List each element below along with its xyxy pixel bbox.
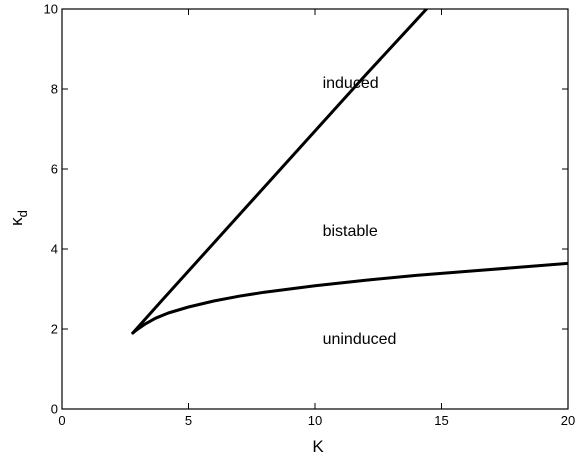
region-label-1: bistable xyxy=(323,223,378,240)
x-tick-label-3: 15 xyxy=(434,413,448,428)
y-tick-label-5: 10 xyxy=(44,2,58,17)
y-axis: 0 2 4 6 8 10 xyxy=(44,2,568,417)
x-axis-label: K xyxy=(312,437,324,456)
region-label-2: uninduced xyxy=(323,331,397,348)
y-tick-label-3: 6 xyxy=(51,162,58,177)
svg-text:κd: κd xyxy=(7,210,30,226)
plot-frame xyxy=(61,8,569,410)
x-tick-label-4: 20 xyxy=(561,413,575,428)
y-axis-label-sub: d xyxy=(15,210,30,217)
region-labels: induced bistable uninduced xyxy=(323,75,397,348)
y-tick-label-2: 4 xyxy=(51,242,58,257)
y-tick-label-4: 8 xyxy=(51,82,58,97)
y-axis-label: κd xyxy=(7,210,30,226)
x-tick-label-0: 0 xyxy=(58,413,65,428)
x-tick-label-2: 10 xyxy=(308,413,322,428)
y-axis-label-main: κ xyxy=(7,217,26,226)
boundary-curve-0 xyxy=(131,9,429,335)
x-axis: 0 5 10 15 20 xyxy=(58,9,575,428)
y-tick-label-0: 0 xyxy=(51,402,58,417)
boundary-curve-1 xyxy=(131,261,568,335)
y-tick-label-1: 2 xyxy=(51,322,58,337)
region-label-0: induced xyxy=(323,75,379,92)
boundary-curves xyxy=(131,9,568,335)
x-tick-label-1: 5 xyxy=(185,413,192,428)
